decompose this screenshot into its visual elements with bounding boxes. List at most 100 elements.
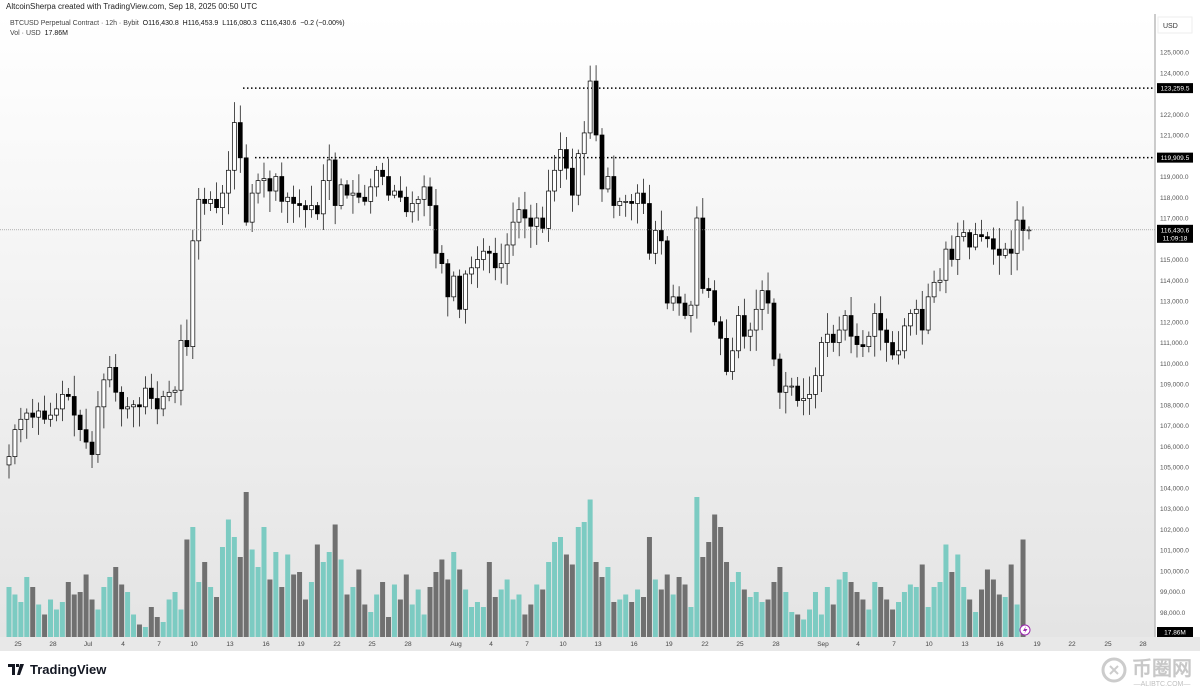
candle-body[interactable] bbox=[166, 391, 172, 397]
candle-body[interactable] bbox=[320, 180, 326, 215]
candle-body[interactable] bbox=[249, 192, 255, 223]
candle-body[interactable] bbox=[558, 149, 563, 171]
candle-body[interactable] bbox=[807, 394, 812, 399]
candle-body[interactable] bbox=[291, 196, 296, 204]
candle-body[interactable] bbox=[510, 221, 516, 246]
candle-body[interactable] bbox=[949, 248, 955, 260]
candle-body[interactable] bbox=[943, 248, 949, 281]
candle-body[interactable] bbox=[830, 333, 836, 343]
candle-body[interactable] bbox=[564, 149, 569, 169]
candle-body[interactable] bbox=[196, 198, 202, 242]
candle-body[interactable] bbox=[243, 157, 249, 223]
candle-body[interactable] bbox=[190, 240, 196, 347]
candle-body[interactable] bbox=[279, 176, 285, 202]
candle-body[interactable] bbox=[736, 315, 741, 352]
candle-body[interactable] bbox=[231, 122, 237, 171]
candlestick-chart[interactable]: 123,259.5 119,909.5 116,430.611:09:18 125,0… bbox=[0, 14, 1200, 654]
candle-body[interactable] bbox=[338, 184, 344, 206]
candle-body[interactable] bbox=[131, 404, 136, 408]
candle-body[interactable] bbox=[350, 192, 356, 196]
candle-body[interactable] bbox=[789, 385, 795, 388]
candle-body[interactable] bbox=[409, 203, 415, 213]
candle-body[interactable] bbox=[237, 122, 243, 159]
candle-body[interactable] bbox=[77, 414, 83, 430]
candle-body[interactable] bbox=[125, 406, 130, 410]
candle-body[interactable] bbox=[842, 315, 848, 331]
candle-body[interactable] bbox=[1014, 219, 1020, 254]
candle-body[interactable] bbox=[575, 153, 581, 196]
candle-body[interactable] bbox=[65, 394, 71, 397]
candle-body[interactable] bbox=[783, 385, 789, 393]
candle-body[interactable] bbox=[362, 196, 368, 202]
candle-body[interactable] bbox=[30, 412, 36, 418]
candle-body[interactable] bbox=[819, 342, 824, 377]
candle-body[interactable] bbox=[896, 350, 901, 356]
candle-body[interactable] bbox=[439, 252, 445, 264]
candle-body[interactable] bbox=[967, 232, 973, 248]
candle-body[interactable] bbox=[919, 308, 925, 331]
candle-body[interactable] bbox=[712, 290, 718, 323]
candle-body[interactable] bbox=[931, 281, 937, 298]
candle-body[interactable] bbox=[457, 275, 463, 310]
candle-body[interactable] bbox=[427, 186, 433, 206]
candle-body[interactable] bbox=[700, 217, 706, 289]
candle-body[interactable] bbox=[303, 205, 308, 211]
candle-body[interactable] bbox=[492, 252, 498, 269]
candle-body[interactable] bbox=[824, 333, 830, 343]
candle-body[interactable] bbox=[706, 288, 712, 291]
candle-body[interactable] bbox=[741, 315, 747, 337]
candle-body[interactable] bbox=[552, 169, 557, 192]
candle-body[interactable] bbox=[765, 290, 771, 304]
candle-body[interactable] bbox=[925, 296, 931, 331]
symbol-info[interactable]: BTCUSD Perpetual Contract · 12h · Bybit bbox=[10, 20, 139, 27]
candle-body[interactable] bbox=[178, 340, 184, 391]
candle-body[interactable] bbox=[315, 205, 320, 215]
candle-body[interactable] bbox=[154, 398, 160, 410]
candle-body[interactable] bbox=[528, 217, 534, 227]
candle-body[interactable] bbox=[368, 186, 374, 202]
candle-body[interactable] bbox=[273, 176, 279, 192]
candle-body[interactable] bbox=[795, 385, 801, 401]
candle-body[interactable] bbox=[611, 176, 617, 206]
candle-body[interactable] bbox=[653, 230, 658, 254]
candle-body[interactable] bbox=[730, 350, 735, 372]
candle-body[interactable] bbox=[599, 134, 605, 190]
candle-body[interactable] bbox=[60, 394, 65, 410]
candle-body[interactable] bbox=[753, 308, 759, 331]
candle-body[interactable] bbox=[670, 296, 676, 304]
currency-box[interactable] bbox=[1157, 16, 1193, 34]
lightning-icon[interactable] bbox=[1019, 624, 1031, 636]
candle-body[interactable] bbox=[996, 248, 1002, 256]
candle-body[interactable] bbox=[469, 267, 474, 275]
candle-body[interactable] bbox=[647, 203, 652, 254]
candle-body[interactable] bbox=[380, 169, 385, 177]
candle-body[interactable] bbox=[801, 398, 806, 401]
candle-body[interactable] bbox=[593, 80, 599, 136]
candle-body[interactable] bbox=[214, 198, 219, 208]
candle-body[interactable] bbox=[184, 340, 190, 347]
candle-body[interactable] bbox=[955, 236, 961, 260]
candle-body[interactable] bbox=[623, 201, 629, 203]
candle-body[interactable] bbox=[771, 302, 777, 360]
candle-body[interactable] bbox=[872, 313, 878, 337]
candle-body[interactable] bbox=[71, 396, 77, 416]
candle-body[interactable] bbox=[398, 190, 403, 198]
candle-body[interactable] bbox=[854, 335, 860, 345]
candle-body[interactable] bbox=[386, 176, 391, 196]
candle-body[interactable] bbox=[724, 338, 729, 372]
candle-body[interactable] bbox=[937, 279, 943, 283]
candle-body[interactable] bbox=[635, 192, 640, 204]
candle-body[interactable] bbox=[516, 209, 522, 223]
candle-body[interactable] bbox=[285, 196, 291, 202]
candle-body[interactable] bbox=[522, 209, 528, 219]
candle-body[interactable] bbox=[403, 196, 409, 213]
candle-body[interactable] bbox=[878, 313, 884, 331]
candle-body[interactable] bbox=[1008, 248, 1014, 254]
candle-body[interactable] bbox=[813, 375, 818, 395]
candle-body[interactable] bbox=[113, 367, 119, 393]
candle-body[interactable] bbox=[540, 217, 546, 229]
candle-body[interactable] bbox=[374, 169, 380, 188]
candle-body[interactable] bbox=[664, 240, 670, 304]
candle-body[interactable] bbox=[48, 414, 53, 420]
candle-body[interactable] bbox=[12, 429, 18, 457]
